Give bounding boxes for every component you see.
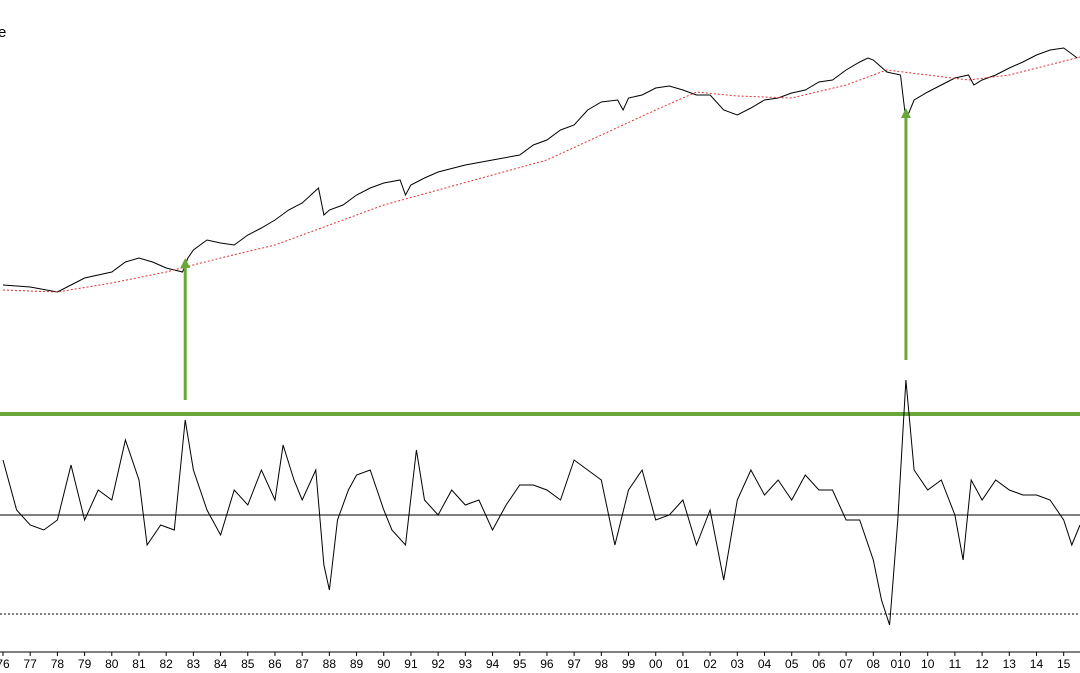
x-tick-label: 07: [839, 657, 853, 671]
x-tick-label: 91: [404, 657, 418, 671]
line-series: [2, 379, 1080, 626]
x-tick-label: 12: [975, 657, 989, 671]
x-tick-label: 88: [323, 657, 337, 671]
x-tick-label: 86: [268, 657, 282, 671]
x-tick-label: 92: [431, 657, 445, 671]
x-tick-label: 81: [132, 657, 146, 671]
x-tick-label: 11: [949, 657, 962, 671]
x-tick-label: 82: [159, 657, 173, 671]
x-tick-label: 10: [921, 657, 935, 671]
x-tick-label: 90: [377, 657, 391, 671]
x-tick-label: 01: [676, 657, 690, 671]
x-tick-label: 77: [24, 657, 38, 671]
x-tick-label: 08: [867, 657, 881, 671]
x-tick-label: 98: [595, 657, 609, 671]
x-tick-label: 97: [567, 657, 581, 671]
x-tick-label: 96: [540, 657, 554, 671]
x-tick-label: 79: [78, 657, 92, 671]
x-tick-label: 99: [622, 657, 636, 671]
x-tick-label: 87: [295, 657, 309, 671]
x-tick-label: 04: [758, 657, 772, 671]
x-tick-label: 89: [350, 657, 364, 671]
x-tick-label: 010: [890, 657, 910, 671]
x-tick-label: 95: [513, 657, 527, 671]
x-tick-label: 14: [1030, 657, 1044, 671]
x-tick-label: 03: [731, 657, 745, 671]
arrow-head: [180, 258, 191, 268]
x-tick-label: 83: [187, 657, 201, 671]
line-series: [2, 56, 1080, 293]
x-tick-label: 76: [0, 657, 10, 671]
x-tick-label: 93: [459, 657, 473, 671]
x-tick-label: 78: [51, 657, 65, 671]
x-tick-label: 80: [105, 657, 119, 671]
x-tick-label: 00: [649, 657, 663, 671]
x-tick-label: 84: [214, 657, 228, 671]
x-tick-label: 02: [703, 657, 717, 671]
line-series: [2, 47, 1078, 293]
arrow-head: [900, 108, 911, 118]
x-tick-label: 15: [1057, 657, 1071, 671]
chart-title: e: [0, 24, 6, 41]
x-tick-label: 06: [812, 657, 826, 671]
x-tick-label: 85: [241, 657, 255, 671]
x-tick-label: 94: [486, 657, 500, 671]
x-tick-label: 05: [785, 657, 799, 671]
x-tick-label: 13: [1003, 657, 1017, 671]
